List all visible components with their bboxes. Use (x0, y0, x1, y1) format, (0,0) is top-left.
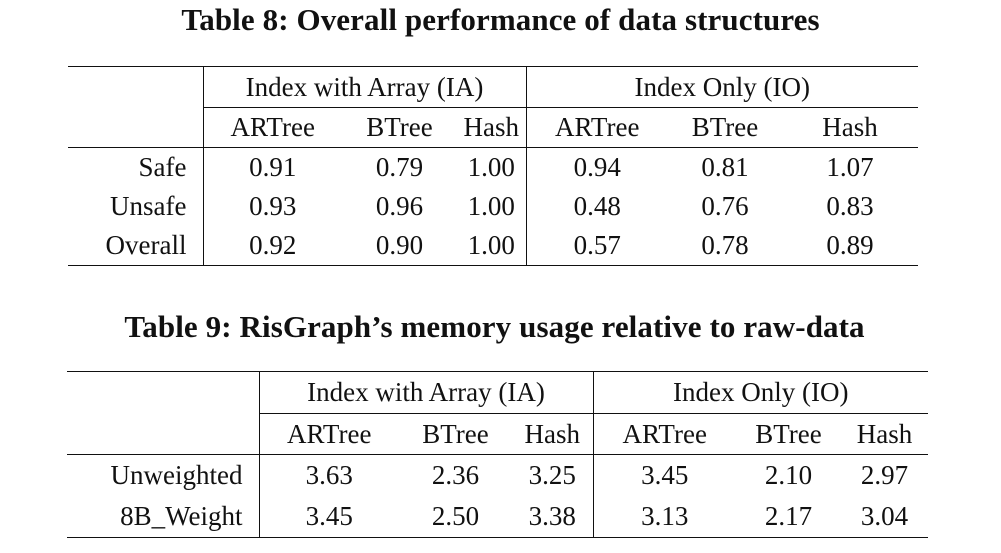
table-cell: 3.13 (592, 496, 736, 538)
row-label: Safe (138, 152, 187, 182)
table-cell: 0.96 (375, 191, 424, 221)
table-cell: 1.00 (457, 226, 526, 266)
table-cell: 0.91 (202, 147, 342, 187)
row-label: 8B_Weight (67, 496, 259, 538)
table-8: Index with Array (IA) Index Only (IO) AR… (68, 66, 918, 266)
table-8-subheader: ARTree (525, 107, 668, 148)
table-cell: 1.00 (467, 152, 515, 182)
table-row: Overall 0.92 0.90 1.00 0.57 0.78 0.89 (68, 226, 918, 266)
table-row: 8B_Weight 3.45 2.50 3.38 3.13 2.17 3.04 (67, 496, 928, 538)
table-8-corner-cell (68, 107, 203, 148)
table-cell: 3.45 (592, 454, 736, 496)
table-9-group-header-row: Index with Array (IA) Index Only (IO) (67, 371, 928, 414)
table-row: Unsafe 0.93 0.96 1.00 0.48 0.76 0.83 (68, 187, 918, 226)
table-cell: 1.07 (826, 152, 874, 182)
table-9-group-ia: Index with Array (IA) (258, 371, 593, 414)
table-9-corner-cell (67, 413, 259, 455)
row-label: Unweighted (110, 460, 243, 490)
table-cell: 3.63 (258, 454, 399, 496)
table-9-subheader: Hash (512, 413, 593, 455)
row-label: Unsafe (110, 191, 187, 221)
table-cell: 2.50 (399, 496, 512, 538)
table-9-subheader: ARTree (258, 413, 399, 455)
table-cell: 0.93 (202, 187, 342, 226)
table-cell: 0.83 (826, 191, 874, 221)
table-cell: 3.04 (841, 496, 928, 538)
table-9-subheader: ARTree (592, 413, 736, 455)
table-8-group-ia: Index with Array (IA) (202, 66, 526, 108)
table-9-corner-cell (67, 371, 259, 414)
table-cell: 0.89 (782, 226, 918, 266)
table-8-subheader: Hash (457, 107, 526, 148)
table-row: Safe 0.91 0.79 1.00 0.94 0.81 1.07 (68, 147, 918, 187)
row-label: Overall (68, 226, 203, 266)
table-9-subheader-row: ARTree BTree Hash ARTree BTree Hash (67, 413, 928, 455)
table-9-subheader: Hash (841, 413, 928, 455)
table-cell: 3.25 (528, 460, 576, 490)
table-9-caption: Table 9: RisGraph’s memory usage relativ… (124, 309, 865, 344)
table-cell: 2.10 (764, 460, 813, 490)
table-8-subheader: Hash (782, 107, 918, 148)
table-8-subheader: ARTree (202, 107, 342, 148)
table-8-corner-cell (68, 66, 203, 108)
table-8-group-header-row: Index with Array (IA) Index Only (IO) (68, 66, 918, 108)
table-8-subheader: BTree (342, 107, 457, 148)
table-cell: 0.81 (701, 152, 749, 182)
table-row: Unweighted 3.63 2.36 3.25 3.45 2.10 2.97 (67, 454, 928, 496)
table-8-subheader-row: ARTree BTree Hash ARTree BTree Hash (68, 107, 918, 148)
table-cell: 3.45 (258, 496, 399, 538)
table-cell: 0.76 (701, 191, 749, 221)
table-cell: 2.36 (431, 460, 480, 490)
table-9: Index with Array (IA) Index Only (IO) AR… (67, 371, 928, 538)
table-8-subheader: BTree (668, 107, 782, 148)
table-cell: 3.38 (512, 496, 593, 538)
table-cell: 0.90 (342, 226, 457, 266)
table-cell: 2.17 (736, 496, 841, 538)
table-cell: 0.57 (525, 226, 668, 266)
table-9-subheader: BTree (736, 413, 841, 455)
table-cell: 0.48 (525, 187, 668, 226)
table-8-group-io: Index Only (IO) (525, 66, 918, 108)
table-8-caption: Table 8: Overall performance of data str… (181, 2, 820, 37)
table-9-group-io: Index Only (IO) (592, 371, 928, 414)
table-cell: 0.92 (202, 226, 342, 266)
table-cell: 0.94 (525, 147, 668, 187)
table-cell: 0.78 (668, 226, 782, 266)
table-cell: 2.97 (860, 460, 909, 490)
table-9-subheader: BTree (399, 413, 512, 455)
table-cell: 0.79 (375, 152, 424, 182)
table-cell: 1.00 (467, 191, 515, 221)
